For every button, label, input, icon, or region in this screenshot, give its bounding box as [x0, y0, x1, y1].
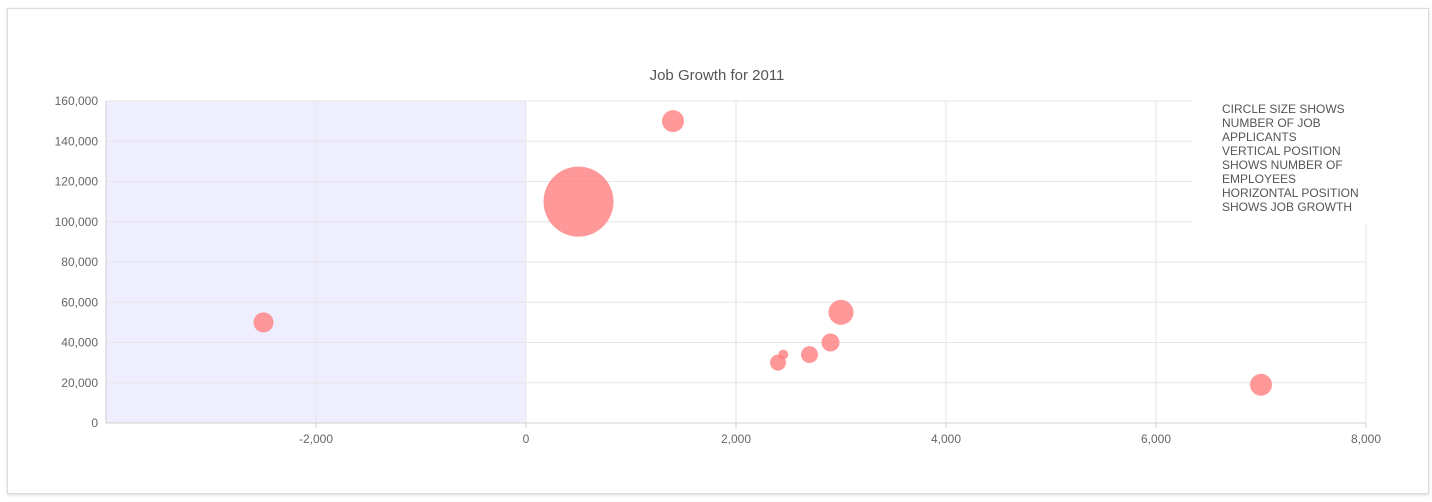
x-tick-label: 6,000 [1141, 432, 1171, 446]
legend-line: SHOWS NUMBER OF [1222, 158, 1343, 172]
chart-title: Job Growth for 2011 [650, 67, 785, 84]
y-tick-label: 100,000 [55, 215, 99, 229]
grid-lines [106, 100, 1367, 424]
bubble-point [253, 312, 274, 333]
bubble-point [828, 299, 854, 325]
y-tick-label: 120,000 [55, 175, 99, 189]
bubble-point [1250, 373, 1272, 396]
y-tick-label: 160,000 [55, 94, 99, 108]
legend-line: NUMBER OF JOB [1222, 116, 1321, 130]
y-tick-label: 0 [91, 416, 98, 430]
legend-box [1192, 100, 1372, 224]
bubble-point [543, 166, 614, 237]
bubble-point [821, 333, 840, 352]
bubble-point [662, 110, 684, 133]
y-tick-label: 20,000 [61, 376, 98, 390]
y-tick-label: 40,000 [61, 336, 98, 350]
x-tick-label: 4,000 [931, 432, 961, 446]
legend-line: HORIZONTAL POSITION [1222, 186, 1359, 200]
y-tick-label: 140,000 [55, 134, 99, 148]
x-tick-label: 2,000 [721, 432, 751, 446]
bubble-point [801, 346, 818, 364]
legend-line: SHOWS JOB GROWTH [1222, 200, 1352, 214]
bubbles [253, 110, 1272, 396]
legend-line: CIRCLE SIZE SHOWS [1222, 102, 1345, 116]
x-tick-label: -2,000 [299, 432, 333, 446]
legend-line: VERTICAL POSITION [1222, 144, 1341, 158]
bubble-point [778, 349, 789, 360]
y-tick-label: 60,000 [61, 295, 98, 309]
x-tick-label: 8,000 [1351, 432, 1381, 446]
axes: 0 20,000 40,000 60,000 80,000 100,000 120,000 1… [55, 94, 1382, 446]
legend-line: EMPLOYEES [1222, 172, 1296, 186]
y-tick-label: 80,000 [61, 255, 98, 269]
legend-line: APPLICANTS [1222, 130, 1297, 144]
x-tick-label: 0 [523, 432, 530, 446]
